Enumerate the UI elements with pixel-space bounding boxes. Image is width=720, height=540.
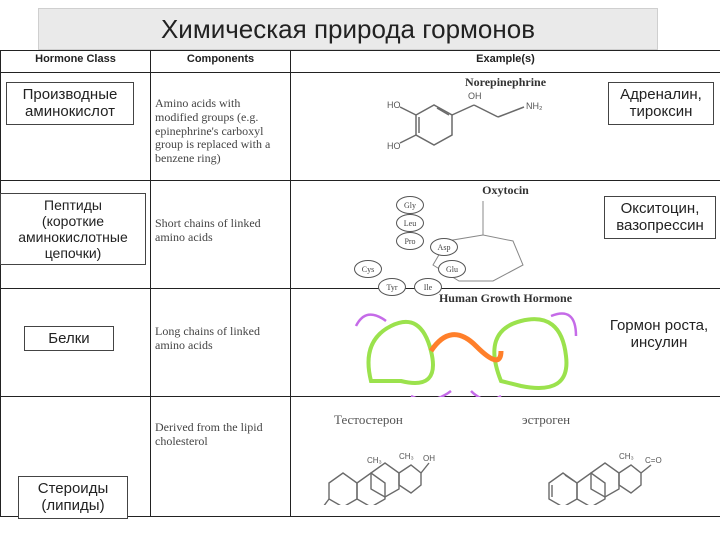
svg-text:CH₃: CH₃ xyxy=(619,452,634,461)
svg-text:OH: OH xyxy=(423,454,435,463)
components-4: Derived from the lipid cholesterol xyxy=(151,397,291,517)
example-title-1: Norepinephrine xyxy=(465,75,546,90)
ex-text-2: Окситоцин,вазопрессин xyxy=(616,200,704,234)
testosterone-text: Тестостерон xyxy=(334,412,403,427)
title-text: Химическая природа гормонов xyxy=(161,14,535,45)
example-label-growth-hormone: Гормон роста,инсулин xyxy=(600,314,718,355)
svg-text:HO: HO xyxy=(387,141,401,151)
aa-node-tyr: Tyr xyxy=(378,278,406,296)
class-label-peptides: Пептиды(короткиеаминокислотныецепочки) xyxy=(0,193,146,265)
class-text-4: Стероиды(липиды) xyxy=(38,480,108,514)
aa-node-gly: Gly xyxy=(396,196,424,214)
example-label-adrenaline: Адреналин,тироксин xyxy=(608,82,714,125)
protein-ribbon-icon xyxy=(351,301,581,397)
components-1: Amino acids with modified groups (e.g. e… xyxy=(151,73,291,181)
class-text-2: Пептиды(короткиеаминокислотныецепочки) xyxy=(18,197,128,261)
example-label-oxytocin: Окситоцин,вазопрессин xyxy=(604,196,716,239)
aa-node-ile: Ile xyxy=(414,278,442,296)
ex-text-3: Гормон роста,инсулин xyxy=(610,317,708,351)
oxytocin-ring-icon xyxy=(401,195,561,289)
svg-text:OH: OH xyxy=(468,91,482,101)
svg-text:CH₃: CH₃ xyxy=(399,452,414,461)
estrogen-icon: C=O HO CH₃ xyxy=(541,425,691,505)
label-testosterone: Тестостерон xyxy=(330,413,407,428)
components-3: Long chains of linked amino acids xyxy=(151,289,291,397)
class-label-steroids: Стероиды(липиды) xyxy=(18,476,128,519)
col-header-examples: Example(s) xyxy=(291,51,720,73)
aa-node-pro: Pro xyxy=(396,232,424,250)
class-label-proteins: Белки xyxy=(24,326,114,351)
table-header-row: Hormone Class Components Example(s) xyxy=(1,51,720,73)
svg-text:HO: HO xyxy=(387,100,401,110)
svg-text:NH₂: NH₂ xyxy=(526,101,543,111)
class-label-amino-derivatives: Производные аминокислот xyxy=(6,82,134,125)
components-2: Short chains of linked amino acids xyxy=(151,181,291,289)
class-text-3: Белки xyxy=(48,330,89,347)
ex-text-1: Адреналин,тироксин xyxy=(620,86,702,120)
testosterone-icon: OH O CH₃ CH₃ xyxy=(321,425,471,505)
aa-node-cys: Cys xyxy=(354,260,382,278)
svg-text:C=O: C=O xyxy=(645,456,662,465)
col-header-components: Components xyxy=(151,51,291,73)
aa-node-glu: Glu xyxy=(438,260,466,278)
col-header-class: Hormone Class xyxy=(1,51,151,73)
page-title: Химическая природа гормонов xyxy=(38,8,658,50)
norepinephrine-icon: HO HO OH NH₂ xyxy=(386,91,586,169)
label-estrogen: эстроген xyxy=(518,413,574,428)
aa-node-leu: Leu xyxy=(396,214,424,232)
svg-text:CH₃: CH₃ xyxy=(367,456,382,465)
aa-node-asp: Asp xyxy=(430,238,458,256)
estrogen-text: эстроген xyxy=(522,412,570,427)
class-text-1: Производные аминокислот xyxy=(23,86,118,120)
